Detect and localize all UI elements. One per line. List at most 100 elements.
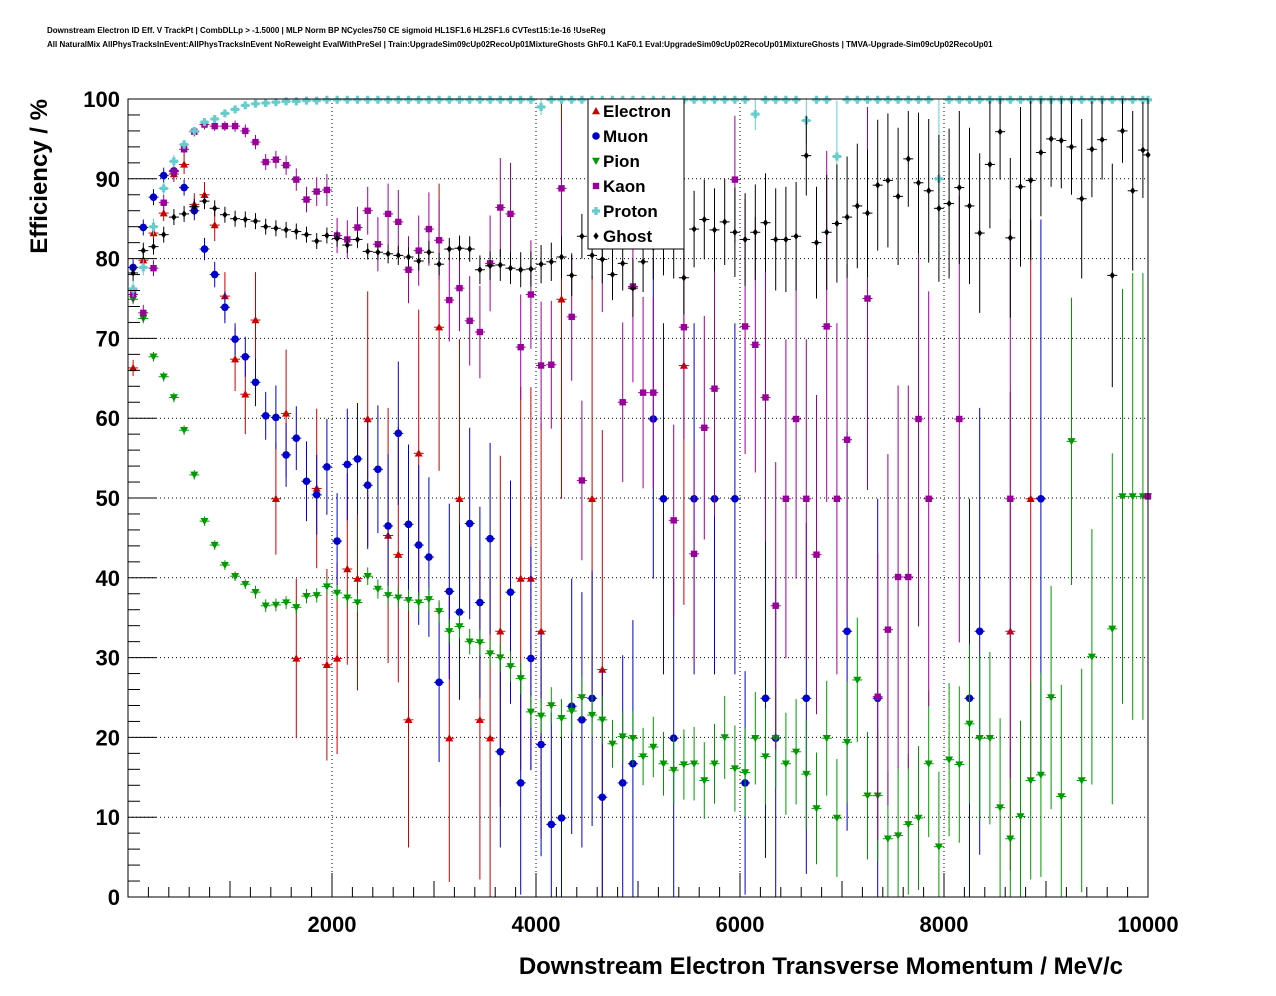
data-point: [404, 95, 413, 104]
data-point: [1109, 271, 1115, 279]
series-layer: [128, 95, 1152, 897]
data-point: [516, 779, 525, 787]
data-point: [690, 550, 698, 558]
data-point: [404, 520, 413, 529]
data-point: [905, 155, 911, 163]
data-point: [497, 204, 504, 211]
data-point: [384, 592, 393, 600]
data-point: [843, 95, 852, 104]
data-point: [251, 378, 260, 387]
data-point: [966, 202, 973, 210]
data-point: [1067, 438, 1076, 446]
data-point: [518, 266, 524, 274]
data-point: [985, 734, 994, 743]
data-point: [333, 95, 342, 104]
data-point: [569, 271, 575, 279]
data-point: [150, 243, 157, 251]
data-point: [577, 95, 586, 104]
data-point: [874, 693, 881, 700]
data-point: [322, 660, 331, 668]
legend-marker: [592, 107, 600, 115]
data-point: [578, 716, 586, 724]
legend-label: Proton: [603, 202, 658, 221]
data-point: [139, 263, 148, 272]
data-point: [843, 738, 852, 747]
data-point: [333, 589, 342, 597]
data-point: [455, 608, 464, 616]
data-point: [242, 127, 249, 135]
data-point: [159, 209, 168, 217]
data-point: [925, 495, 932, 502]
chart-subtitle: All NaturalMix AllPhysTracksInEvent:AllP…: [47, 40, 993, 49]
data-point: [548, 258, 554, 266]
x-tick-label: 6000: [716, 912, 765, 937]
data-point: [894, 95, 903, 104]
data-point: [649, 743, 658, 751]
data-point: [129, 363, 138, 372]
data-point: [732, 228, 738, 236]
data-point: [762, 219, 769, 227]
data-point: [1057, 793, 1066, 801]
data-point: [924, 760, 933, 768]
data-point: [261, 412, 270, 420]
data-point: [832, 814, 841, 822]
data-point: [363, 414, 372, 423]
data-point: [465, 95, 474, 104]
data-point: [914, 95, 923, 104]
y-tick-label: 50: [96, 486, 120, 511]
data-point: [782, 495, 790, 502]
data-point: [414, 541, 423, 549]
data-point: [792, 748, 801, 756]
data-point: [507, 264, 514, 272]
data-point: [1077, 777, 1086, 785]
data-point: [577, 694, 586, 702]
data-point: [455, 95, 464, 104]
data-point: [752, 228, 758, 236]
data-point: [679, 761, 688, 769]
data-point: [700, 777, 709, 785]
data-point: [812, 95, 821, 104]
data-point: [843, 627, 851, 636]
data-point: [477, 266, 483, 274]
data-point: [322, 95, 331, 104]
data-point: [363, 95, 372, 104]
data-point: [302, 477, 311, 486]
data-point: [293, 227, 299, 236]
data-point: [1048, 135, 1054, 143]
data-point: [272, 156, 280, 163]
data-point: [414, 449, 423, 457]
data-point: [618, 733, 627, 741]
data-point: [201, 197, 208, 205]
data-point: [680, 324, 688, 331]
data-point: [722, 218, 728, 226]
data-point: [231, 355, 240, 363]
data-point: [516, 95, 525, 104]
data-point: [883, 95, 892, 104]
data-point: [1026, 777, 1035, 785]
data-point: [405, 253, 412, 261]
data-point: [140, 309, 147, 317]
data-point: [161, 231, 167, 239]
data-point: [476, 328, 484, 336]
data-point: [1038, 148, 1044, 157]
data-point: [558, 185, 565, 192]
data-point: [486, 650, 495, 658]
data-point: [1016, 95, 1025, 104]
data-point: [364, 207, 371, 214]
data-point: [956, 183, 962, 192]
data-point: [731, 176, 739, 183]
data-point: [496, 95, 505, 104]
data-point: [843, 436, 851, 443]
data-point: [945, 756, 954, 764]
data-point: [292, 654, 301, 662]
data-point: [1028, 176, 1034, 184]
data-point: [424, 596, 433, 604]
data-point: [171, 213, 177, 221]
legend-marker: [592, 182, 600, 190]
data-point: [516, 675, 525, 683]
data-point: [282, 599, 291, 607]
data-point: [241, 352, 250, 361]
data-point: [772, 602, 779, 609]
data-point: [373, 95, 382, 104]
